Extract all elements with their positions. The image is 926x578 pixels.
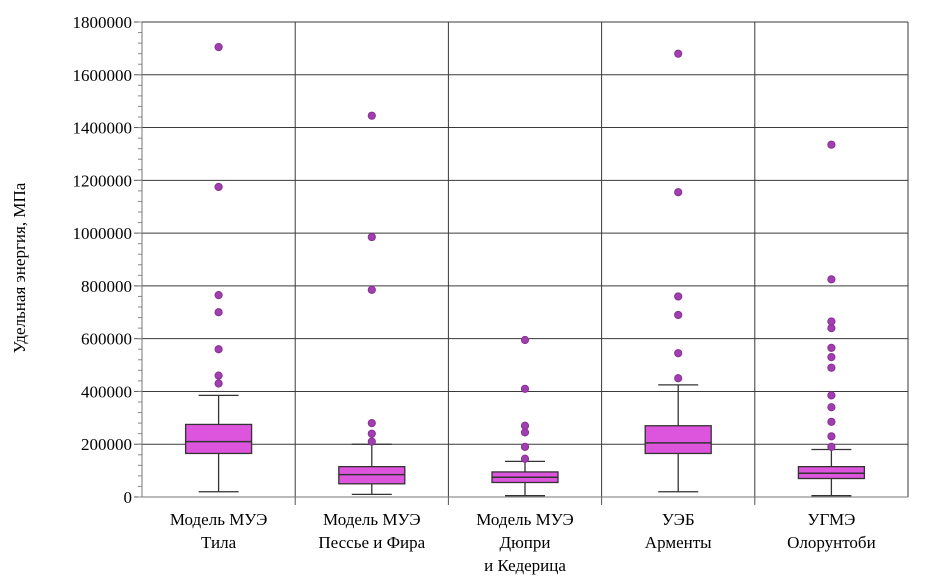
y-tick-label: 200000: [81, 435, 132, 454]
outlier-point: [827, 442, 836, 451]
y-tick-label: 600000: [81, 330, 132, 349]
outlier-point: [827, 417, 836, 426]
y-tick-label: 1000000: [73, 224, 133, 243]
y-axis-title: Удельная энергия, МПа: [10, 182, 29, 353]
outlier-point: [827, 275, 836, 284]
x-category-label: Модель МУЭ: [323, 510, 421, 529]
box-group: [184, 42, 253, 493]
y-tick-label: 1200000: [73, 171, 133, 190]
y-tick-label: 800000: [81, 277, 132, 296]
box-series: [184, 42, 866, 497]
y-tick-label: 400000: [81, 382, 132, 401]
iqr-box: [644, 425, 712, 455]
box-group: [644, 49, 712, 493]
outlier-point: [827, 140, 836, 149]
outlier-point: [827, 317, 836, 326]
outlier-point: [827, 363, 836, 372]
x-category-label: и Кедерица: [484, 556, 566, 575]
outlier-point: [214, 42, 223, 52]
outlier-point: [674, 188, 683, 197]
outlier-point: [214, 182, 223, 192]
outlier-point: [367, 111, 376, 120]
outlier-point: [214, 291, 223, 300]
outlier-point: [214, 308, 223, 317]
x-category-label: Пессье и Фира: [318, 533, 425, 552]
x-category-label: Модель МУЭ: [170, 510, 268, 529]
outlier-point: [214, 371, 223, 380]
x-category-label: Модель МУЭ: [476, 510, 574, 529]
outlier-point: [367, 437, 376, 446]
outlier-point: [367, 429, 376, 438]
outlier-point: [674, 292, 683, 301]
x-category-label: Тила: [201, 533, 237, 552]
box-group: [338, 111, 406, 496]
box-group: [491, 335, 559, 497]
outlier-point: [520, 442, 530, 451]
outlier-point: [367, 285, 376, 294]
outlier-point: [520, 335, 530, 345]
outlier-point: [827, 343, 836, 353]
outlier-point: [367, 232, 376, 242]
y-tick-label: 1600000: [73, 66, 133, 85]
outlier-point: [674, 49, 683, 58]
outlier-point: [827, 432, 836, 441]
outlier-point: [674, 374, 683, 383]
y-tick-label: 1800000: [73, 13, 133, 32]
outlier-point: [674, 310, 683, 320]
x-category-label: Дюпри: [500, 533, 551, 552]
outlier-point: [827, 353, 836, 362]
axes: 0 200000 400000 600000 800000 1000000 1200000 1…: [73, 13, 909, 575]
outlier-point: [214, 379, 223, 388]
x-category-label: УГМЭ: [807, 510, 855, 529]
y-tick-label: 1400000: [73, 119, 133, 138]
box-group: [797, 140, 866, 497]
outlier-point: [827, 403, 836, 412]
outlier-point: [520, 454, 530, 463]
outlier-point: [827, 391, 836, 400]
iqr-box: [184, 423, 253, 455]
x-category-label: УЭБ: [662, 510, 695, 529]
outlier-point: [214, 345, 223, 354]
outlier-point: [520, 421, 530, 430]
x-category-label: Олорунтоби: [787, 533, 876, 552]
outlier-point: [367, 419, 376, 428]
outlier-point: [674, 349, 683, 358]
outlier-point: [520, 384, 530, 393]
x-category-label: Арменты: [645, 533, 712, 552]
y-tick-label: 0: [124, 488, 133, 507]
